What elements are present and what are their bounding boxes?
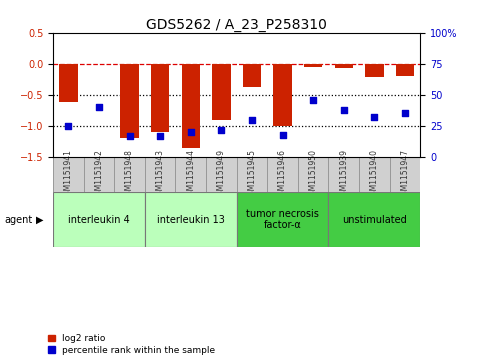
Point [279, 132, 286, 138]
Bar [365, 64, 384, 77]
Point [65, 123, 72, 129]
Bar [53, 192, 145, 247]
Title: GDS5262 / A_23_P258310: GDS5262 / A_23_P258310 [146, 18, 327, 32]
Text: GSM1151940: GSM1151940 [370, 149, 379, 200]
Text: GSM1151945: GSM1151945 [247, 149, 256, 200]
Bar [390, 157, 420, 192]
Text: GSM1151944: GSM1151944 [186, 149, 195, 200]
Text: GSM1151939: GSM1151939 [339, 149, 348, 200]
Bar [84, 157, 114, 192]
Bar [328, 157, 359, 192]
Bar [145, 157, 175, 192]
Text: GSM1151942: GSM1151942 [95, 149, 103, 200]
Text: unstimulated: unstimulated [342, 215, 407, 225]
Bar [304, 64, 322, 67]
Bar [273, 64, 292, 126]
Text: GSM1151946: GSM1151946 [278, 149, 287, 200]
Text: GSM1151949: GSM1151949 [217, 149, 226, 200]
Point [370, 114, 378, 120]
Bar [237, 192, 328, 247]
Text: GSM1151947: GSM1151947 [400, 149, 410, 200]
Bar [243, 64, 261, 87]
Text: GSM1151948: GSM1151948 [125, 149, 134, 200]
Bar [212, 64, 230, 120]
Legend: log2 ratio, percentile rank within the sample: log2 ratio, percentile rank within the s… [48, 334, 215, 355]
Point [309, 97, 317, 103]
Bar [298, 157, 328, 192]
Bar [175, 157, 206, 192]
Bar [267, 157, 298, 192]
Bar [145, 192, 237, 247]
Point [95, 104, 103, 110]
Bar [237, 157, 267, 192]
Bar [59, 64, 78, 102]
Bar [335, 64, 353, 68]
Text: interleukin 4: interleukin 4 [68, 215, 130, 225]
Point [401, 110, 409, 116]
Text: agent: agent [5, 215, 33, 225]
Point [248, 117, 256, 123]
Point [156, 133, 164, 139]
Text: GSM1151943: GSM1151943 [156, 149, 165, 200]
Bar [120, 64, 139, 138]
Text: tumor necrosis
factor-α: tumor necrosis factor-α [246, 209, 319, 231]
Bar [206, 157, 237, 192]
Bar [396, 64, 414, 76]
Bar [151, 64, 170, 132]
Bar [182, 64, 200, 148]
Point [217, 127, 225, 132]
Bar [328, 192, 420, 247]
Text: GSM1151941: GSM1151941 [64, 149, 73, 200]
Bar [53, 157, 84, 192]
Point [126, 133, 133, 139]
Text: interleukin 13: interleukin 13 [157, 215, 225, 225]
Text: ▶: ▶ [36, 215, 44, 225]
Point [340, 107, 348, 113]
Text: GSM1151950: GSM1151950 [309, 149, 318, 200]
Bar [114, 157, 145, 192]
Bar [359, 157, 390, 192]
Point [187, 129, 195, 135]
